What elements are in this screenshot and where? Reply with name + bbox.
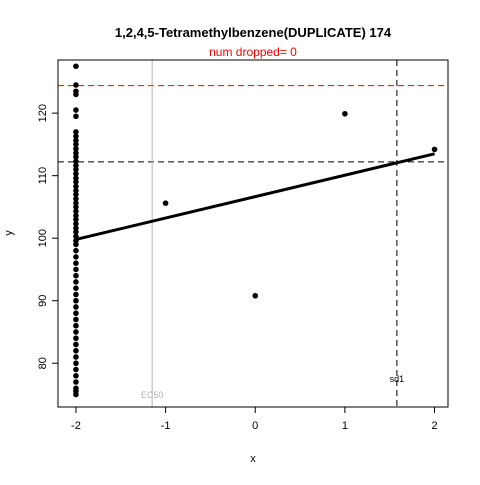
data-point-36 [73,260,79,266]
data-point-21 [73,191,79,198]
data-point-48 [73,335,79,342]
data-point-13 [73,158,79,165]
y-tick-label: 100 [37,229,49,247]
data-point-61 [342,110,348,117]
y-tick-label: 110 [37,167,49,185]
y-tick-label: 80 [37,357,49,369]
data-point-44 [73,310,79,317]
data-point-12 [73,154,79,160]
chart-title: 1,2,4,5-Tetramethylbenzene(DUPLICATE) 17… [115,25,392,40]
data-point-9 [73,141,79,148]
data-point-24 [73,204,79,210]
data-point-46 [73,322,79,329]
plot-frame [57,59,449,408]
data-point-27 [73,216,79,223]
data-point-31 [73,233,79,240]
x-tick-label: 0 [252,420,258,432]
data-point-45 [73,316,79,323]
x-tick-label: -1 [161,420,171,432]
data-point-33 [73,241,79,248]
data-point-51 [73,354,79,360]
points-layer [73,63,438,398]
data-point-28 [73,221,79,227]
data-point-1 [73,82,79,88]
x-axis-label: x [250,453,256,465]
data-point-37 [73,266,79,273]
data-point-39 [73,279,79,285]
data-point-62 [431,146,438,153]
data-point-5 [73,113,79,120]
y-tick-label: 90 [37,295,49,307]
data-point-59 [162,200,169,206]
data-point-16 [73,170,79,177]
x-tick-label: 1 [342,420,348,432]
data-point-47 [73,329,79,335]
chart-subtitle: num dropped= 0 [209,45,297,59]
data-point-4 [73,107,79,113]
fit-line [75,152,435,241]
data-point-30 [73,229,79,235]
x-tick-label: 2 [431,420,437,432]
data-point-22 [73,196,79,202]
data-point-53 [73,366,79,373]
vline-label-sd1: sd1 [390,374,405,384]
reference-lines: EC50 sd1 [58,60,448,407]
y-axis-label: y [3,230,15,236]
data-point-49 [73,341,79,348]
vline-label-EC50: EC50 [141,390,164,400]
data-point-25 [73,208,79,215]
axes-layer: -2 -1 0 1 2 80 90 100 110 120 [37,59,449,432]
x-tick-label: -2 [71,420,81,432]
data-point-15 [73,166,79,173]
data-point-35 [73,254,79,260]
data-point-3 [73,91,79,98]
data-point-50 [73,347,79,354]
data-point-60 [252,292,259,299]
data-point-54 [73,372,79,379]
y-tick-label: 120 [37,104,49,122]
data-point-42 [73,297,79,304]
data-point-34 [73,247,79,254]
data-point-10 [73,145,79,152]
data-point-40 [73,285,79,292]
data-point-52 [73,360,79,367]
data-point-7 [73,133,79,140]
data-point-0 [73,63,79,70]
fit-line-layer [75,152,435,241]
data-point-55 [73,379,79,385]
data-point-19 [73,183,79,190]
data-point-18 [73,179,79,185]
data-point-6 [73,129,79,135]
data-point-41 [73,291,79,298]
data-point-43 [73,304,79,310]
data-point-38 [73,272,79,279]
data-point-58 [73,391,79,398]
